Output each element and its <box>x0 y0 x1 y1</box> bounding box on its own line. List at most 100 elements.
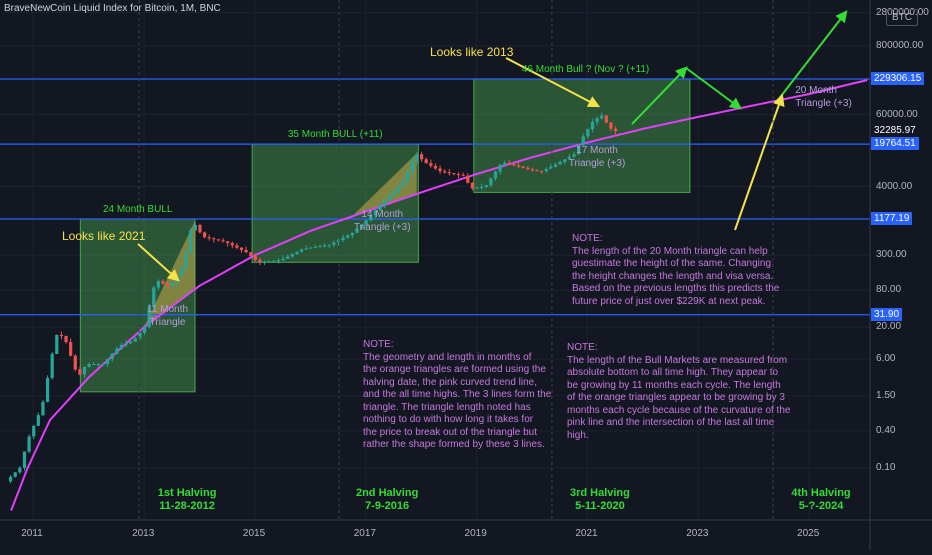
candle-body <box>87 363 91 367</box>
halving-label-4: 4th Halving 5-?-2024 <box>791 487 851 512</box>
candle-71 <box>332 240 336 248</box>
candle-body <box>142 327 147 333</box>
candle-body <box>41 401 45 416</box>
candle-100 <box>466 173 470 184</box>
candle-22 <box>105 358 110 368</box>
chart-title: BraveNewCoin Liquid Index for Bitcoin, 1… <box>4 3 221 14</box>
candle-body <box>281 258 285 261</box>
candle-84 <box>392 187 396 198</box>
candle-99 <box>461 172 465 177</box>
candle-body <box>595 118 599 122</box>
candle-body <box>489 178 493 186</box>
candle-body <box>535 170 539 172</box>
triangle-label-4: 20 Month Triangle (+3) <box>795 85 852 110</box>
candle-body <box>563 159 567 162</box>
candle-128 <box>595 116 599 126</box>
candle-body <box>443 171 447 173</box>
candle-98 <box>456 172 461 179</box>
candle-body <box>540 171 544 173</box>
trend-curve <box>10 79 868 511</box>
candle-25 <box>119 342 124 350</box>
level-lines <box>0 78 870 316</box>
candle-body <box>45 377 50 402</box>
candle-body <box>355 228 359 233</box>
candle-96 <box>447 169 451 176</box>
y-tick-5: 80.00 <box>876 284 902 296</box>
candle-29 <box>138 332 142 340</box>
candle-body <box>22 451 27 468</box>
candle-76 <box>355 228 359 233</box>
candle-124 <box>576 143 581 155</box>
candle-41 <box>193 222 197 231</box>
candle-129 <box>600 112 604 120</box>
candle-91 <box>424 157 428 164</box>
note-triangle-geometry: NOTE: The geometry and length in months … <box>363 339 552 450</box>
candle-35 <box>166 282 170 287</box>
candle-body <box>415 154 419 162</box>
level-label-1: 229306.15 <box>871 72 925 86</box>
green-arrow-down-1 <box>685 67 742 110</box>
candle-body <box>262 261 267 263</box>
candle-body <box>156 281 161 288</box>
candle-42 <box>198 223 202 234</box>
currency-badge[interactable]: BTC <box>886 9 918 26</box>
candle-body <box>576 145 581 155</box>
candle-116 <box>540 170 544 174</box>
candle-68 <box>318 244 322 248</box>
candle-103 <box>480 183 484 190</box>
candle-52 <box>244 246 248 254</box>
candle-12 <box>59 331 64 340</box>
candle-body <box>272 260 276 262</box>
candle-61 <box>286 254 290 259</box>
candle-body <box>327 244 331 246</box>
candle-49 <box>230 241 234 249</box>
yellow-arrow-2021 <box>137 243 180 282</box>
candle-7 <box>36 412 40 427</box>
candle-85 <box>396 185 401 195</box>
candle-body <box>152 287 156 308</box>
candle-73 <box>341 234 345 243</box>
candle-34 <box>161 279 165 286</box>
candles <box>9 112 618 484</box>
candle-106 <box>493 170 498 181</box>
candle-body <box>346 235 350 238</box>
candle-60 <box>281 255 285 261</box>
candle-13 <box>64 335 68 344</box>
pink-trend-line <box>10 79 868 511</box>
triangle-1 <box>144 220 196 328</box>
candle-80 <box>373 208 378 219</box>
level-label-3: 1177.19 <box>871 211 913 225</box>
candle-body <box>503 162 507 165</box>
candle-body <box>18 467 22 473</box>
candle-body <box>401 181 405 187</box>
candle-body <box>609 122 613 129</box>
candle-body <box>226 241 230 244</box>
bull-zone-title-1: 24 Month BULL <box>102 203 173 215</box>
candle-62 <box>290 252 294 259</box>
candle-108 <box>503 160 507 167</box>
candle-body <box>558 161 562 165</box>
last-price-label: 32285.97 <box>871 124 919 138</box>
arrows <box>137 0 848 520</box>
candle-body <box>55 334 59 354</box>
candle-30 <box>142 324 147 335</box>
candle-19 <box>92 361 96 366</box>
candle-10 <box>50 351 54 380</box>
y-tick-8: 1.50 <box>876 389 896 401</box>
candle-105 <box>489 177 493 188</box>
candle-118 <box>549 163 553 170</box>
y-tick-9: 0.40 <box>876 425 896 436</box>
candle-body <box>221 240 225 242</box>
candle-33 <box>156 279 161 291</box>
halving-label-2: 2nd Halving 7-9-2016 <box>355 487 419 512</box>
candle-120 <box>558 160 562 165</box>
candle-123 <box>572 152 576 158</box>
candle-body <box>133 338 137 342</box>
looks-like-2013-label: Looks like 2013 <box>430 45 514 59</box>
candle-111 <box>516 161 521 169</box>
candle-body <box>350 232 354 236</box>
candle-body <box>572 154 576 157</box>
candle-body <box>590 121 595 130</box>
